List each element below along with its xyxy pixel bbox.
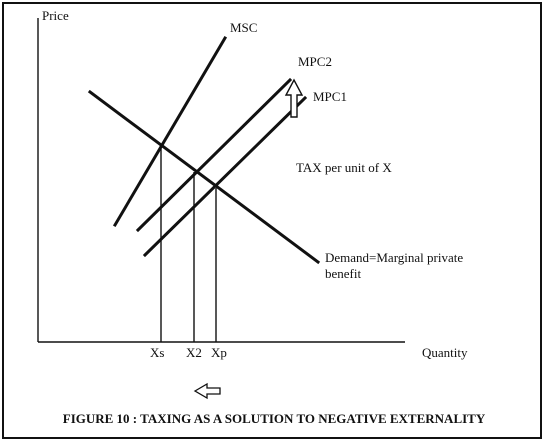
demand-label-line1: Demand=Marginal private (325, 250, 463, 265)
msc-label: MSC (230, 20, 257, 35)
mpc1-line (142, 95, 308, 258)
tax-annotation: TAX per unit of X (296, 160, 392, 175)
x-axis-label: Quantity (422, 345, 468, 360)
quantity-reduction-left-arrow-icon (193, 382, 221, 400)
msc-line (112, 35, 228, 228)
xp-label: Xp (211, 345, 227, 360)
x2-label: X2 (186, 345, 202, 360)
mpc1-label: MPC1 (313, 89, 347, 104)
mpc2-label: MPC2 (298, 54, 332, 69)
demand-line (87, 89, 321, 265)
tax-shift-up-arrow-icon (284, 78, 304, 118)
y-axis-label: Price (42, 8, 69, 23)
demand-label-line2: benefit (325, 266, 361, 281)
mpc2-line (135, 77, 293, 233)
figure-caption: FIGURE 10 : TAXING AS A SOLUTION TO NEGA… (63, 411, 486, 426)
xs-label: Xs (150, 345, 164, 360)
figure-frame (2, 2, 542, 439)
